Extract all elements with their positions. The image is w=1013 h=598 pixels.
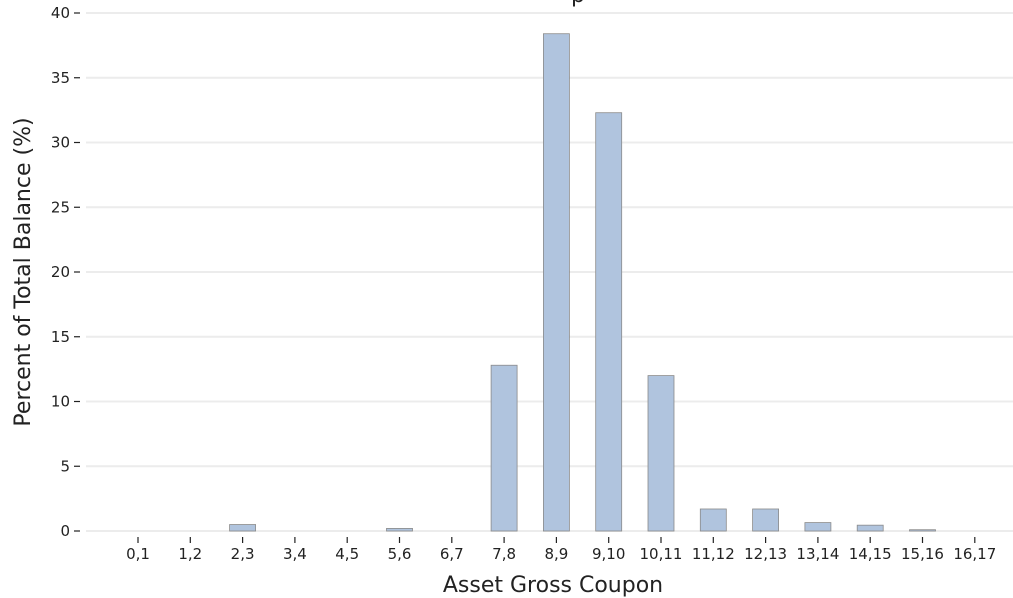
x-tick-label: 4,5 xyxy=(335,545,359,563)
bar-12-13 xyxy=(752,508,779,532)
x-tick-label: 11,12 xyxy=(692,545,735,563)
bar-13-14 xyxy=(804,522,832,532)
x-tick-label: 7,8 xyxy=(492,545,516,563)
y-tick-label: 20 xyxy=(51,263,70,281)
y-tick-label: 5 xyxy=(60,457,70,475)
bar-10-11 xyxy=(647,375,675,532)
bar-14-15 xyxy=(856,524,884,532)
y-tick-label: 0 xyxy=(60,522,70,540)
y-tick-label: 40 xyxy=(51,4,70,22)
y-tick-label: 10 xyxy=(51,393,70,411)
x-tick-label: 1,2 xyxy=(178,545,202,563)
bar-8-9 xyxy=(543,33,570,532)
x-tick-label: 5,6 xyxy=(388,545,412,563)
y-tick-label: 30 xyxy=(51,134,70,152)
y-tick-label: 35 xyxy=(51,69,70,87)
x-tick-label: 14,15 xyxy=(849,545,892,563)
y-axis: 0 5 10 15 20 25 30 35 40 xyxy=(51,4,80,540)
x-tick-label: 12,13 xyxy=(744,545,787,563)
x-tick-label: 10,11 xyxy=(640,545,683,563)
x-axis: 0,1 1,2 2,3 3,4 4,5 5,6 6,7 7,8 8,9 9,10 10,11 11,1… xyxy=(126,537,996,563)
y-tick-label: 15 xyxy=(51,328,70,346)
x-tick-label: 2,3 xyxy=(231,545,255,563)
y-axis-title: Percent of Total Balance (%) xyxy=(11,117,36,426)
bar-2-3 xyxy=(229,524,257,532)
x-tick-label: 9,10 xyxy=(592,545,625,563)
y-tick-label: 25 xyxy=(51,198,70,216)
bars xyxy=(229,33,936,532)
bar-15-16 xyxy=(909,529,936,532)
x-tick-label: 15,16 xyxy=(901,545,944,563)
bar-9-10 xyxy=(595,112,623,532)
x-tick-label: 6,7 xyxy=(440,545,464,563)
bar-5-6 xyxy=(386,528,413,532)
chart-title: p xyxy=(571,0,585,8)
x-axis-title: Asset Gross Coupon xyxy=(443,573,663,598)
x-tick-label: 16,17 xyxy=(953,545,996,563)
x-tick-label: 0,1 xyxy=(126,545,150,563)
x-tick-label: 3,4 xyxy=(283,545,307,563)
bar-7-8 xyxy=(490,364,518,532)
bar-11-12 xyxy=(699,508,727,532)
x-tick-label: 8,9 xyxy=(544,545,568,563)
x-tick-label: 13,14 xyxy=(796,545,839,563)
